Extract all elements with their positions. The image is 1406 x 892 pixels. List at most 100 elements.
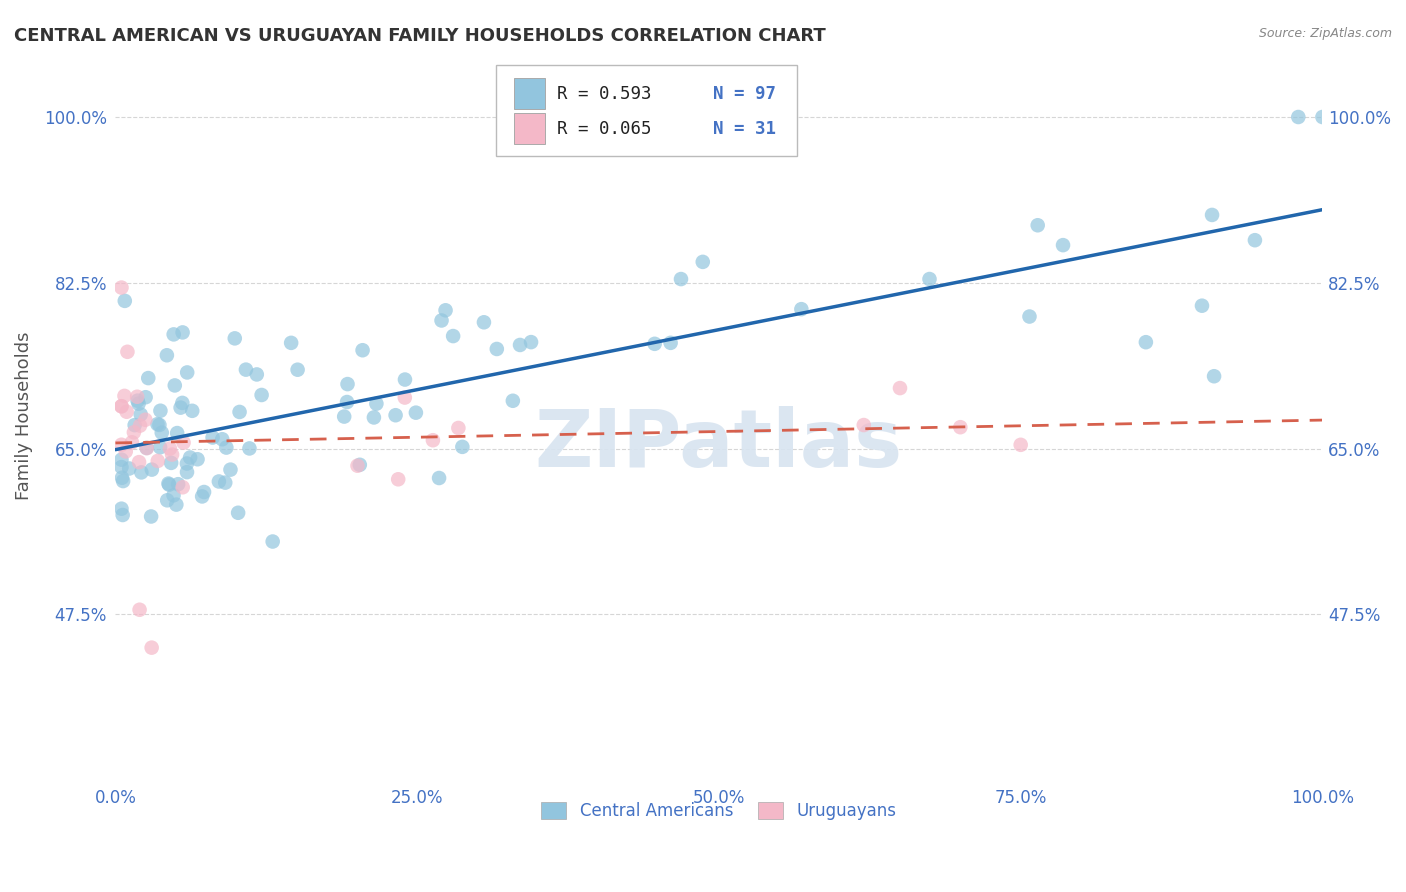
Point — [1202, 369, 1225, 384]
Point — [129, 408, 152, 422]
Point — [159, 442, 181, 456]
Point — [250, 388, 273, 402]
Point — [918, 272, 941, 286]
Text: R = 0.065: R = 0.065 — [557, 120, 652, 137]
Point — [124, 418, 146, 433]
Point — [1312, 110, 1334, 124]
Point — [165, 498, 187, 512]
Point — [136, 371, 159, 385]
Point — [394, 391, 416, 405]
Point — [110, 460, 132, 475]
Point — [1010, 438, 1032, 452]
FancyBboxPatch shape — [513, 78, 546, 109]
Point — [346, 458, 368, 473]
Point — [441, 329, 464, 343]
Point — [889, 381, 911, 395]
Point — [118, 461, 141, 475]
Point — [115, 405, 138, 419]
Point — [427, 471, 450, 485]
Point — [111, 471, 134, 485]
Point — [509, 338, 531, 352]
FancyBboxPatch shape — [513, 113, 546, 145]
Point — [166, 426, 188, 441]
Point — [1135, 335, 1157, 350]
Point — [405, 406, 427, 420]
Point — [1026, 219, 1049, 233]
Point — [128, 603, 150, 617]
Point — [141, 462, 163, 476]
Point — [139, 509, 162, 524]
Point — [287, 362, 309, 376]
Point — [173, 435, 195, 450]
Point — [172, 480, 194, 494]
Point — [110, 452, 132, 467]
Point — [129, 418, 152, 433]
Point — [219, 463, 242, 477]
Point — [131, 466, 153, 480]
Point — [110, 438, 132, 452]
Point — [110, 399, 132, 413]
Point — [176, 465, 198, 479]
Point — [422, 434, 444, 448]
Point — [1286, 110, 1309, 124]
Point — [349, 458, 371, 472]
Point — [502, 393, 524, 408]
Point — [352, 343, 374, 358]
Point — [447, 421, 470, 435]
Point — [167, 477, 190, 491]
Point — [163, 327, 186, 342]
Point — [520, 335, 543, 350]
Point — [201, 430, 224, 444]
Point — [110, 501, 132, 516]
Point — [366, 397, 388, 411]
Point — [179, 450, 201, 465]
Point — [172, 396, 194, 410]
Point — [160, 448, 183, 462]
Point — [430, 313, 453, 327]
Point — [176, 457, 198, 471]
Point — [280, 335, 302, 350]
Point — [644, 336, 666, 351]
Point — [949, 420, 972, 434]
Point — [156, 348, 179, 362]
Point — [146, 454, 169, 468]
Point — [1052, 238, 1074, 252]
Point — [394, 373, 416, 387]
Point — [128, 455, 150, 469]
Point — [485, 342, 508, 356]
Point — [160, 456, 183, 470]
Point — [336, 395, 359, 409]
Legend: Central Americans, Uruguayans: Central Americans, Uruguayans — [534, 795, 903, 827]
Point — [156, 493, 179, 508]
Point — [135, 441, 157, 455]
Point — [226, 506, 249, 520]
Point — [333, 409, 356, 424]
Text: Source: ZipAtlas.com: Source: ZipAtlas.com — [1258, 27, 1392, 40]
Point — [141, 640, 163, 655]
Point — [114, 293, 136, 308]
Point — [1018, 310, 1040, 324]
Point — [387, 472, 409, 486]
Point — [157, 477, 180, 491]
Point — [238, 442, 260, 456]
Point — [434, 303, 457, 318]
Point — [191, 490, 214, 504]
Point — [246, 368, 269, 382]
Point — [163, 378, 186, 392]
Point — [228, 405, 250, 419]
Point — [181, 404, 204, 418]
FancyBboxPatch shape — [496, 65, 797, 156]
Point — [157, 476, 180, 491]
Point — [169, 401, 191, 415]
Point — [224, 331, 246, 345]
Point — [235, 362, 257, 376]
Point — [117, 344, 139, 359]
Point — [149, 440, 172, 454]
Point — [790, 302, 813, 317]
Text: N = 31: N = 31 — [713, 120, 776, 137]
Text: ZIPatlas: ZIPatlas — [534, 406, 903, 483]
Text: CENTRAL AMERICAN VS URUGUAYAN FAMILY HOUSEHOLDS CORRELATION CHART: CENTRAL AMERICAN VS URUGUAYAN FAMILY HOU… — [14, 27, 825, 45]
Point — [114, 444, 136, 458]
Point — [211, 432, 233, 446]
Point — [149, 403, 172, 417]
